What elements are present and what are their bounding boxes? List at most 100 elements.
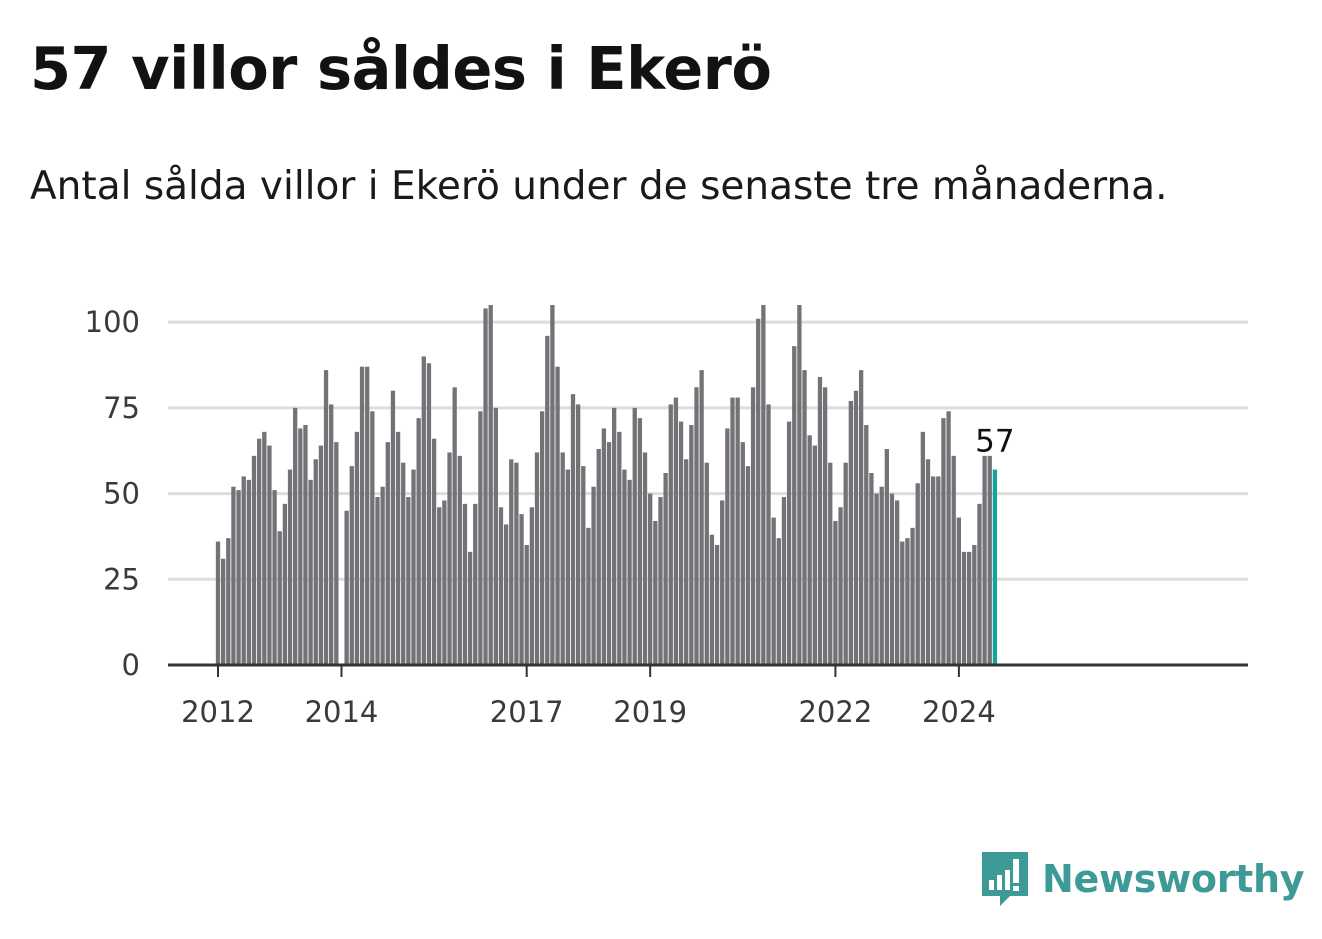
bar: [534, 452, 540, 665]
bar: [802, 370, 807, 665]
bar: [447, 452, 452, 665]
bar: [560, 452, 565, 665]
bar: [262, 431, 267, 665]
bar: [313, 459, 318, 665]
bar: [617, 431, 622, 665]
x-tick-label: 2019: [613, 695, 687, 729]
chart-title: 57 villor såldes i Ekerö: [30, 34, 772, 103]
bar: [277, 531, 282, 665]
bar: [241, 476, 246, 665]
bar: [714, 545, 720, 665]
bar: [853, 390, 859, 665]
bar: [786, 421, 792, 665]
bar: [370, 411, 375, 665]
bar: [920, 431, 926, 665]
y-tick-label: 25: [103, 562, 140, 596]
bar: [946, 411, 951, 665]
bar: [246, 479, 252, 665]
bar: [925, 459, 931, 665]
bar: [215, 541, 221, 665]
bar: [884, 449, 889, 665]
x-tick-label: 2012: [181, 695, 255, 729]
bar: [406, 497, 411, 665]
bar: [421, 356, 426, 665]
bar: [900, 541, 905, 665]
bar: [267, 445, 272, 665]
bar: [689, 425, 694, 665]
bar: [910, 527, 915, 665]
bar: [442, 500, 447, 665]
bar: [298, 428, 303, 665]
bar-series: [215, 305, 998, 665]
bar: [601, 428, 607, 665]
bar: [987, 455, 992, 665]
bar: [684, 459, 689, 665]
bar: [493, 407, 498, 665]
bar: [550, 305, 555, 665]
bar: [329, 404, 334, 665]
bar: [606, 442, 612, 665]
bar-highlight: [992, 469, 998, 665]
bar: [509, 459, 514, 665]
bar: [395, 431, 401, 665]
bar: [843, 462, 848, 665]
bar: [226, 538, 231, 665]
bar: [308, 479, 313, 665]
bar: [694, 387, 699, 665]
bar: [972, 545, 977, 665]
bar: [858, 370, 864, 665]
newsworthy-chart-bubble-icon: [982, 852, 1028, 906]
bar: [977, 503, 982, 665]
x-axis: [168, 663, 1248, 677]
bar: [797, 305, 802, 665]
bar: [354, 431, 360, 665]
bar: [915, 483, 920, 665]
bar: [519, 514, 524, 665]
bar: [529, 507, 534, 665]
bar: [838, 507, 843, 665]
bar: [359, 366, 365, 665]
bar: [720, 500, 725, 665]
bar: [365, 366, 370, 665]
bar: [663, 473, 668, 665]
bar: [642, 452, 648, 665]
bar: [503, 524, 509, 665]
bar: [545, 335, 550, 665]
bar: [287, 469, 293, 665]
bar: [318, 445, 324, 665]
bar: [334, 442, 339, 665]
highlight-value-label: 57: [975, 424, 1014, 460]
bar: [565, 469, 571, 665]
bar: [704, 462, 709, 665]
bar: [668, 404, 673, 665]
bar: [709, 534, 715, 665]
bar-chart: 0 25 50 75 100 2012 2014 2017 2019 2022 2024 57: [85, 305, 1248, 729]
bar: [771, 517, 776, 665]
bar: [781, 497, 787, 665]
bar: [735, 397, 740, 665]
bar: [349, 466, 354, 665]
bar: [478, 411, 483, 665]
bar: [951, 455, 956, 665]
bar: [648, 493, 653, 665]
bar: [586, 527, 591, 665]
bar: [967, 551, 972, 665]
bar: [437, 507, 442, 665]
bar: [766, 404, 771, 665]
bar: [272, 490, 277, 665]
bar: [637, 418, 643, 665]
bar: [658, 497, 663, 665]
bar: [745, 466, 751, 665]
bar: [673, 397, 679, 665]
bar: [894, 500, 900, 665]
bar: [905, 538, 910, 665]
bar: [874, 493, 879, 665]
bar: [375, 497, 380, 665]
bar: [236, 490, 241, 665]
x-tick-label: 2022: [798, 695, 872, 729]
chart-subtitle: Antal sålda villor i Ekerö under de sena…: [30, 164, 1168, 209]
bar: [411, 469, 416, 665]
bar: [828, 462, 833, 665]
bar: [817, 377, 823, 665]
bar: [467, 551, 473, 665]
